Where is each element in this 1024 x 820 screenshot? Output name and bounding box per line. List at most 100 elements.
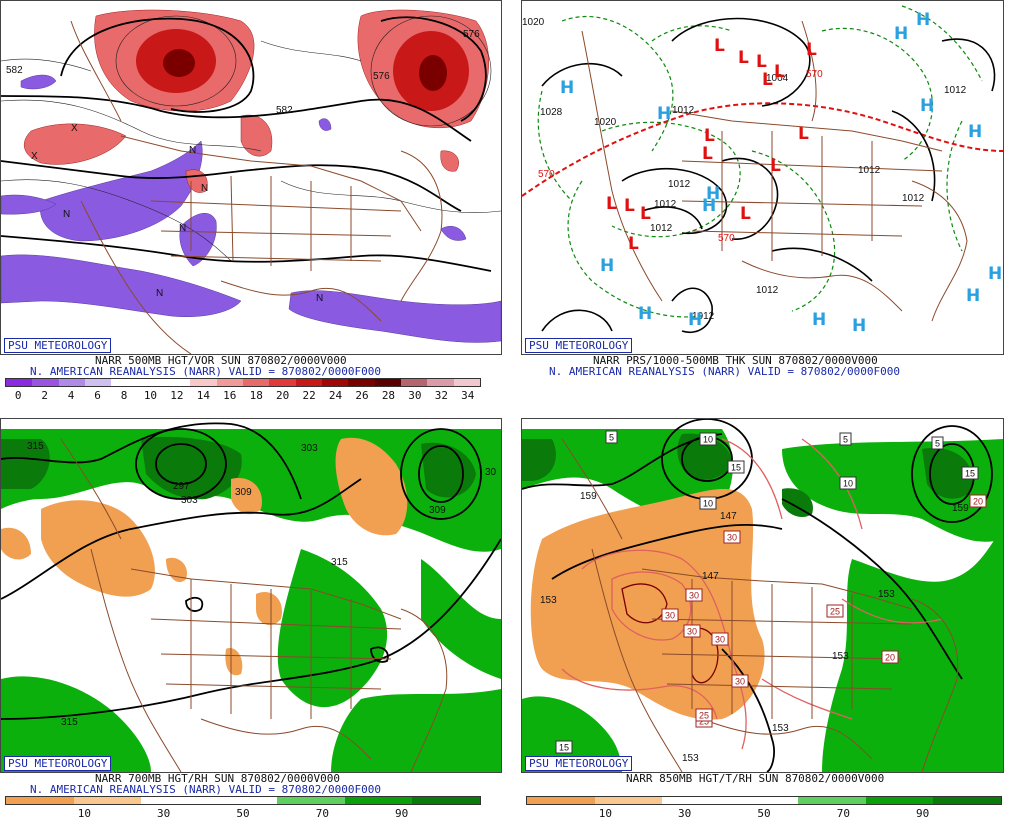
colorbar-tick-label: 10 — [143, 389, 158, 402]
temperature-label-box — [695, 708, 713, 722]
colorbar-tick-label: 90 — [395, 807, 409, 820]
colorbar-tick-label: 28 — [381, 389, 396, 402]
colorbar-tick-label: 4 — [67, 389, 75, 402]
low-center: L — [738, 48, 749, 68]
temperature-label-box — [839, 432, 852, 446]
colorbar-swatch — [216, 379, 243, 386]
contour-label: 303 — [181, 495, 198, 506]
colorbar-swatch — [730, 797, 798, 804]
colorbar-swatch — [453, 379, 480, 386]
colorbar-swatch — [190, 379, 217, 386]
vort-min-mark: N — [201, 183, 208, 194]
temperature-label: 5 — [843, 435, 848, 445]
temperature-label-box — [881, 650, 899, 664]
colorbar-swatch — [6, 379, 33, 386]
colorbar-swatch — [242, 379, 270, 386]
high-center: H — [560, 78, 574, 98]
temperature-label: 30 — [715, 635, 725, 645]
high-center: H — [988, 264, 1002, 284]
low-center: L — [624, 196, 635, 216]
map-700mb: 315 297 303 309 303 309 315 315 30 — [0, 418, 502, 773]
colorbar-swatch — [348, 379, 375, 386]
map-boundaries — [60, 438, 448, 772]
map-500mb: 582 576 582 576 N N N N N N X X — [0, 0, 502, 355]
vorticity-marks: N N N N N N X X — [31, 123, 323, 304]
low-center: L — [640, 204, 651, 224]
contour-label: 303 — [301, 443, 318, 454]
low-center: L — [740, 204, 751, 224]
colorbar-tick-label: 16 — [223, 389, 237, 402]
colorbar-tick-label: 70 — [836, 807, 850, 820]
colorbar-tick-label: 14 — [196, 389, 210, 402]
colorbar-swatch — [111, 379, 138, 386]
high-center: H — [966, 286, 980, 306]
vorticity-core — [163, 49, 447, 91]
vorticity-colorbar — [5, 378, 481, 387]
vort-max-mark: X — [31, 151, 38, 162]
psu-meteorology-badge: PSU METEOROLOGY — [4, 338, 112, 353]
temperature-label: 5 — [609, 433, 614, 443]
contour-label: 147 — [702, 571, 719, 582]
low-center: L — [714, 36, 725, 56]
contour-label: 315 — [27, 441, 44, 452]
colorbar-tick-label: 20 — [276, 389, 290, 402]
low-center: L — [806, 40, 817, 60]
temperature-label: 10 — [703, 435, 713, 445]
vorticity-colorbar-ticks: 0 2 4 6 8 10 12 14 16 18 20 22 24 26 28 30 32 34 — [5, 389, 481, 402]
high-center: H — [706, 184, 720, 204]
colorbar-swatch — [594, 797, 663, 804]
temperature-label: 30 — [687, 627, 697, 637]
contour-label: 309 — [235, 487, 252, 498]
panel-title: NARR 700MB HGT/RH SUN 870802/0000V000 — [95, 772, 341, 785]
contour-label: 582 — [276, 105, 293, 116]
colorbar-swatch — [527, 797, 595, 804]
isobar-label: 1012 — [858, 165, 881, 176]
temperature-label-box — [683, 624, 701, 638]
low-pressure-centers: L L L L L L L L L L L L L L L — [606, 36, 817, 254]
colorbar-swatch — [58, 379, 85, 386]
colorbar-tick-label: 30 — [678, 807, 692, 820]
colorbar-tick-label: 22 — [302, 389, 316, 402]
colorbar-swatch — [84, 379, 112, 386]
temperature-label: 10 — [843, 479, 853, 489]
psu-meteorology-badge: PSU METEOROLOGY — [525, 756, 633, 771]
low-center: L — [606, 194, 617, 214]
contour-label: 576 — [463, 29, 480, 40]
map-700mb-svg: 315 297 303 309 303 309 315 315 30 — [1, 419, 501, 772]
temperature-label: 30 — [665, 611, 675, 621]
temperature-label: 25 — [699, 711, 709, 721]
temperature-label-box — [826, 604, 844, 618]
low-center: L — [704, 126, 715, 146]
temperature-label: 20 — [885, 653, 895, 663]
colorbar-swatch — [344, 797, 413, 804]
thickness-label: 570 — [718, 233, 735, 244]
colorbar-tick-label: 10 — [598, 807, 612, 820]
colorbar-tick-label: 32 — [434, 389, 448, 402]
rh-colorbar — [5, 796, 481, 805]
panel-850mb-temp-rh: 159 147 153 147 153 153 153 159 153 5 10 1… — [521, 418, 1024, 820]
temperature-label-box — [931, 436, 944, 450]
isobar-label: 1012 — [944, 85, 967, 96]
contour-label: 297 — [173, 481, 190, 492]
high-center: H — [600, 256, 614, 276]
colorbar-swatch — [141, 797, 210, 804]
contour-label: 576 — [373, 71, 390, 82]
high-center: H — [968, 122, 982, 142]
thickness-label: 570 — [806, 69, 823, 80]
high-center: H — [812, 310, 826, 330]
low-center: L — [628, 234, 639, 254]
contour-label: 153 — [878, 589, 895, 600]
colorbar-tick-label: 26 — [355, 389, 369, 402]
map-boundaries — [70, 20, 443, 354]
temperature-label-box — [839, 476, 857, 490]
isobars — [541, 17, 996, 333]
contour-labels: 582 576 582 576 — [6, 29, 480, 116]
colorbar-tick-label: 90 — [916, 807, 930, 820]
temperature-label: 20 — [973, 497, 983, 507]
colorbar-tick-label: 34 — [461, 389, 475, 402]
panel-subtitle: N. AMERICAN REANALYSIS (NARR) VALID = 87… — [30, 365, 381, 378]
map-pressure-svg: 1020 1028 1020 1012 1012 1012 1012 1012 … — [522, 1, 1003, 354]
contour-label: 582 — [6, 65, 23, 76]
low-center: L — [774, 62, 785, 82]
low-center: L — [756, 52, 767, 72]
